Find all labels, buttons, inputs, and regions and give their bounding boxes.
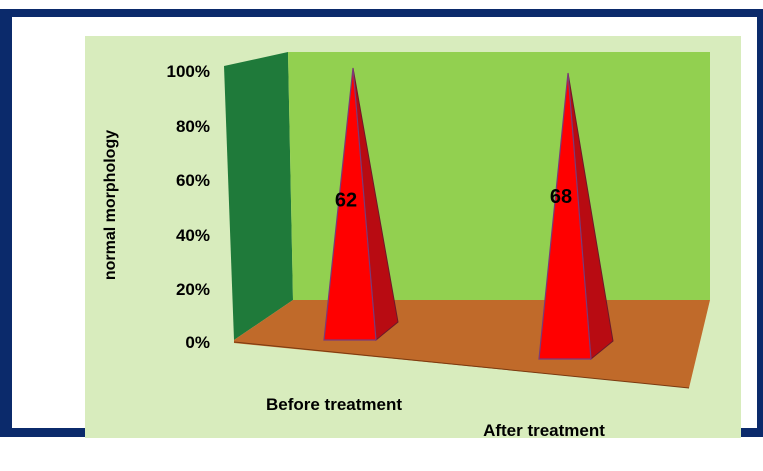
pyramid-bar-1	[538, 72, 592, 360]
floor-front-edge	[233, 341, 690, 389]
y-tick-0: 0%	[185, 333, 210, 352]
data-label-1: 68	[550, 186, 572, 208]
y-tick-60: 60%	[176, 171, 210, 190]
y-axis-title: normal morphology	[102, 130, 119, 280]
x-category-label-0: Before treatment	[266, 395, 402, 414]
chart-marks: 62 68	[323, 67, 614, 360]
chart-side-wall	[224, 52, 293, 340]
data-label-0: 62	[335, 190, 357, 212]
chart-back-wall	[288, 52, 710, 300]
y-tick-20: 20%	[176, 280, 210, 299]
y-tick-100: 100%	[167, 62, 210, 81]
y-tick-40: 40%	[176, 226, 210, 245]
pyramid-bar-0	[323, 67, 377, 341]
y-tick-80: 80%	[176, 117, 210, 136]
x-category-label-1: After treatment	[483, 421, 605, 440]
